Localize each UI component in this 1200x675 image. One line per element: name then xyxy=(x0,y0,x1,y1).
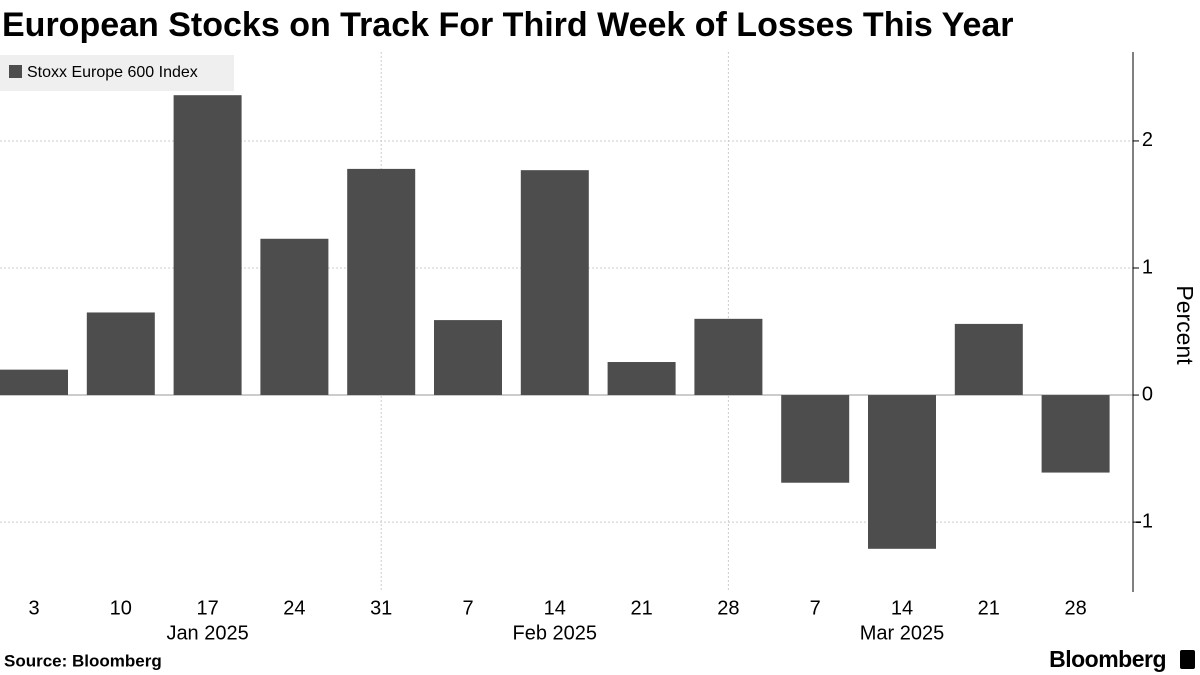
bar xyxy=(520,170,589,396)
x-tick-label: 28 xyxy=(1064,597,1086,619)
legend-box xyxy=(0,55,234,91)
x-tick-label: 7 xyxy=(810,597,821,619)
bar xyxy=(434,320,502,396)
y-tick-label: 0 xyxy=(1142,383,1153,405)
x-tick-label: 10 xyxy=(110,597,132,619)
x-tick-label: 17 xyxy=(196,597,218,619)
x-tick-label: 7 xyxy=(462,597,473,619)
bar xyxy=(694,318,763,396)
bar xyxy=(86,312,155,396)
x-tick-label: 24 xyxy=(283,597,305,619)
x-group-label: Feb 2025 xyxy=(513,622,598,644)
x-tick-label: 21 xyxy=(630,597,652,619)
bar xyxy=(0,369,68,396)
bar xyxy=(781,395,850,483)
bar xyxy=(1041,395,1110,473)
brand-logo: Bloomberg xyxy=(1049,646,1166,672)
bar xyxy=(868,395,936,549)
x-group-label: Mar 2025 xyxy=(860,622,945,644)
x-tick-label: 21 xyxy=(978,597,1000,619)
x-tick-label: 14 xyxy=(544,597,566,619)
y-tick-label: 1 xyxy=(1142,256,1153,278)
bar xyxy=(954,323,1023,396)
x-tick-label: 28 xyxy=(717,597,739,619)
brand-icon xyxy=(1180,650,1195,669)
bar xyxy=(347,168,416,396)
x-tick-label: 3 xyxy=(28,597,39,619)
x-group-label: Jan 2025 xyxy=(166,622,248,644)
bar xyxy=(260,238,329,396)
y-tick-label: -1 xyxy=(1135,510,1153,532)
legend-label: Stoxx Europe 600 Index xyxy=(27,64,198,81)
y-axis-label: Percent xyxy=(1172,285,1198,365)
bar xyxy=(607,362,676,396)
x-tick-label: 14 xyxy=(891,597,913,619)
source: Source: Bloomberg xyxy=(4,651,162,670)
chart-title: European Stocks on Track For Third Week … xyxy=(2,6,1014,44)
y-tick-label: 2 xyxy=(1142,129,1153,151)
legend-swatch xyxy=(9,65,22,78)
bar xyxy=(173,95,242,396)
x-tick-label: 31 xyxy=(370,597,392,619)
